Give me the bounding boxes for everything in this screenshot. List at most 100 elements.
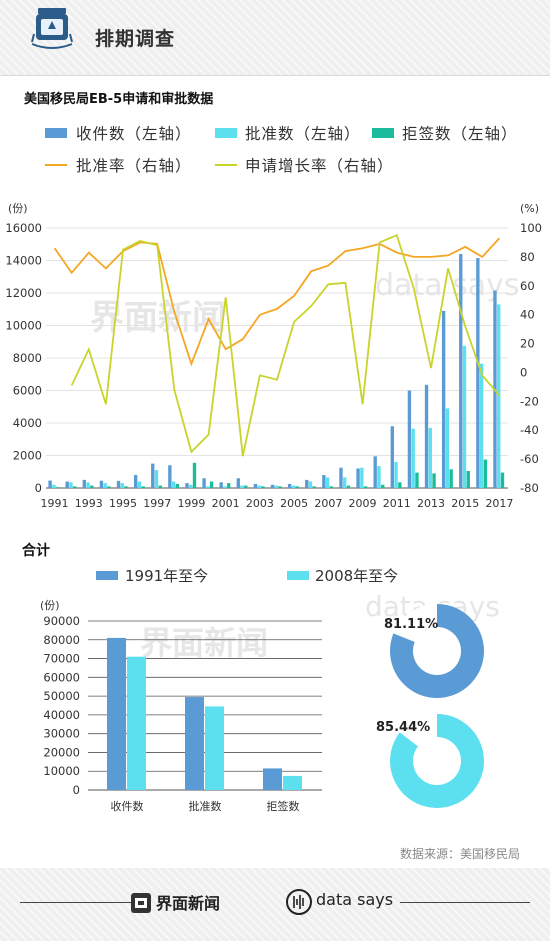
bar xyxy=(278,486,282,488)
bar xyxy=(185,483,189,488)
bar xyxy=(82,479,86,488)
legend-label-denied: 拒签数（左轴） xyxy=(402,125,518,143)
y-tick-label: 10000 xyxy=(43,764,80,778)
y-right-tick-label: -80 xyxy=(520,481,539,495)
bar xyxy=(283,775,302,790)
bar xyxy=(73,486,77,488)
legend-swatch-approval-rate xyxy=(45,164,67,166)
y-right-tick-label: 80 xyxy=(520,250,535,264)
bar xyxy=(462,345,467,488)
x-tick-label: 2001 xyxy=(212,497,240,510)
x-tick-label: 2015 xyxy=(451,497,479,510)
x-tick-label: 2005 xyxy=(280,497,308,510)
x-tick-label: 1991 xyxy=(41,497,69,510)
x-tick-label: 1993 xyxy=(75,497,103,510)
legend-label-since-2008: 2008年至今 xyxy=(315,567,399,585)
bar xyxy=(227,483,231,488)
bar xyxy=(192,462,197,488)
bar xyxy=(99,480,104,488)
bar xyxy=(476,258,480,488)
x-tick-label: 2007 xyxy=(314,497,342,510)
x-tick-label: 1995 xyxy=(109,497,137,510)
bar xyxy=(441,310,446,488)
x-tick-label: 2013 xyxy=(417,497,445,510)
y-right-tick-label: -40 xyxy=(520,423,539,437)
bar xyxy=(206,486,210,488)
y-tick-label: 30000 xyxy=(43,727,80,741)
bar xyxy=(390,426,394,488)
bar xyxy=(107,637,126,790)
bar xyxy=(168,465,172,488)
totals-bar-chart: 0 10000 20000 30000 40000 50000 60000 70000 8000… xyxy=(40,599,322,813)
logo-icon xyxy=(31,8,73,49)
bar xyxy=(322,475,326,488)
bar xyxy=(236,478,240,488)
y-right-unit: (%) xyxy=(520,202,539,215)
bar xyxy=(141,486,145,488)
legend-label-growth-rate: 申请增长率（右轴） xyxy=(245,157,394,175)
bar xyxy=(127,656,146,790)
y-right-tick-label: 100 xyxy=(520,221,542,235)
y-left-tick-label: 0 xyxy=(35,481,42,495)
bar xyxy=(116,480,121,488)
bar xyxy=(329,486,334,488)
bar xyxy=(377,466,381,488)
bar xyxy=(373,456,377,488)
bar xyxy=(223,486,227,488)
legend-swatch-growth-rate xyxy=(215,164,237,166)
bar xyxy=(343,477,347,488)
bar xyxy=(339,467,343,488)
bar xyxy=(445,408,450,488)
bar xyxy=(325,477,330,488)
bar xyxy=(407,390,412,488)
bar xyxy=(261,486,265,488)
chart-title: 美国移民局EB-5申请和审批数据 xyxy=(24,92,214,107)
y-right-tick-label: 0 xyxy=(520,365,527,379)
bar xyxy=(137,481,142,488)
legend-swatch-since-1991 xyxy=(96,571,118,580)
bar xyxy=(291,485,296,488)
y-left-tick-label: 10000 xyxy=(5,319,42,333)
bar xyxy=(411,428,415,488)
bar xyxy=(363,486,368,488)
donut-slice xyxy=(390,714,484,808)
y-tick-label: 70000 xyxy=(43,652,80,666)
bar xyxy=(240,485,244,488)
series-line xyxy=(70,233,501,457)
y-right-tick-label: -20 xyxy=(520,394,539,408)
y-unit: (份) xyxy=(40,599,60,612)
bar xyxy=(305,479,309,488)
x-tick-label: 2017 xyxy=(485,497,513,510)
header-bar: 排期调查 xyxy=(0,0,550,76)
bar xyxy=(394,462,398,488)
bar xyxy=(120,483,124,488)
bar xyxy=(270,484,275,488)
footer-bar: 界面新闻 data says xyxy=(0,868,550,941)
y-right-tick-label: -60 xyxy=(520,452,539,466)
y-tick-label: 80000 xyxy=(43,633,80,647)
bar xyxy=(86,482,90,488)
legend-label-approved: 批准数（左轴） xyxy=(245,125,361,143)
bar xyxy=(432,473,436,488)
bar xyxy=(415,472,419,488)
section-title: 合计 xyxy=(22,543,50,559)
legend-label-approval-rate: 批准率（右轴） xyxy=(76,157,192,175)
bar xyxy=(244,485,248,488)
legend-swatch-approved xyxy=(215,128,237,138)
x-tick-label: 2009 xyxy=(349,497,377,510)
page-title: 排期调查 xyxy=(95,28,176,50)
bar xyxy=(55,487,60,488)
bar xyxy=(65,481,69,488)
bar xyxy=(398,482,402,488)
y-left-tick-label: 12000 xyxy=(5,286,42,300)
footer-line-left xyxy=(20,902,140,903)
x-tick-label: 1997 xyxy=(143,497,171,510)
legend-swatch-denied xyxy=(372,128,394,138)
footer-line-right xyxy=(400,902,530,903)
donut-chart-1991 xyxy=(390,604,484,698)
x-tick-label: 收件数 xyxy=(111,799,144,813)
bar xyxy=(295,486,299,488)
donut-chart-2008 xyxy=(390,714,484,808)
bar xyxy=(424,384,429,488)
y-right-tick-label: 60 xyxy=(520,279,535,293)
